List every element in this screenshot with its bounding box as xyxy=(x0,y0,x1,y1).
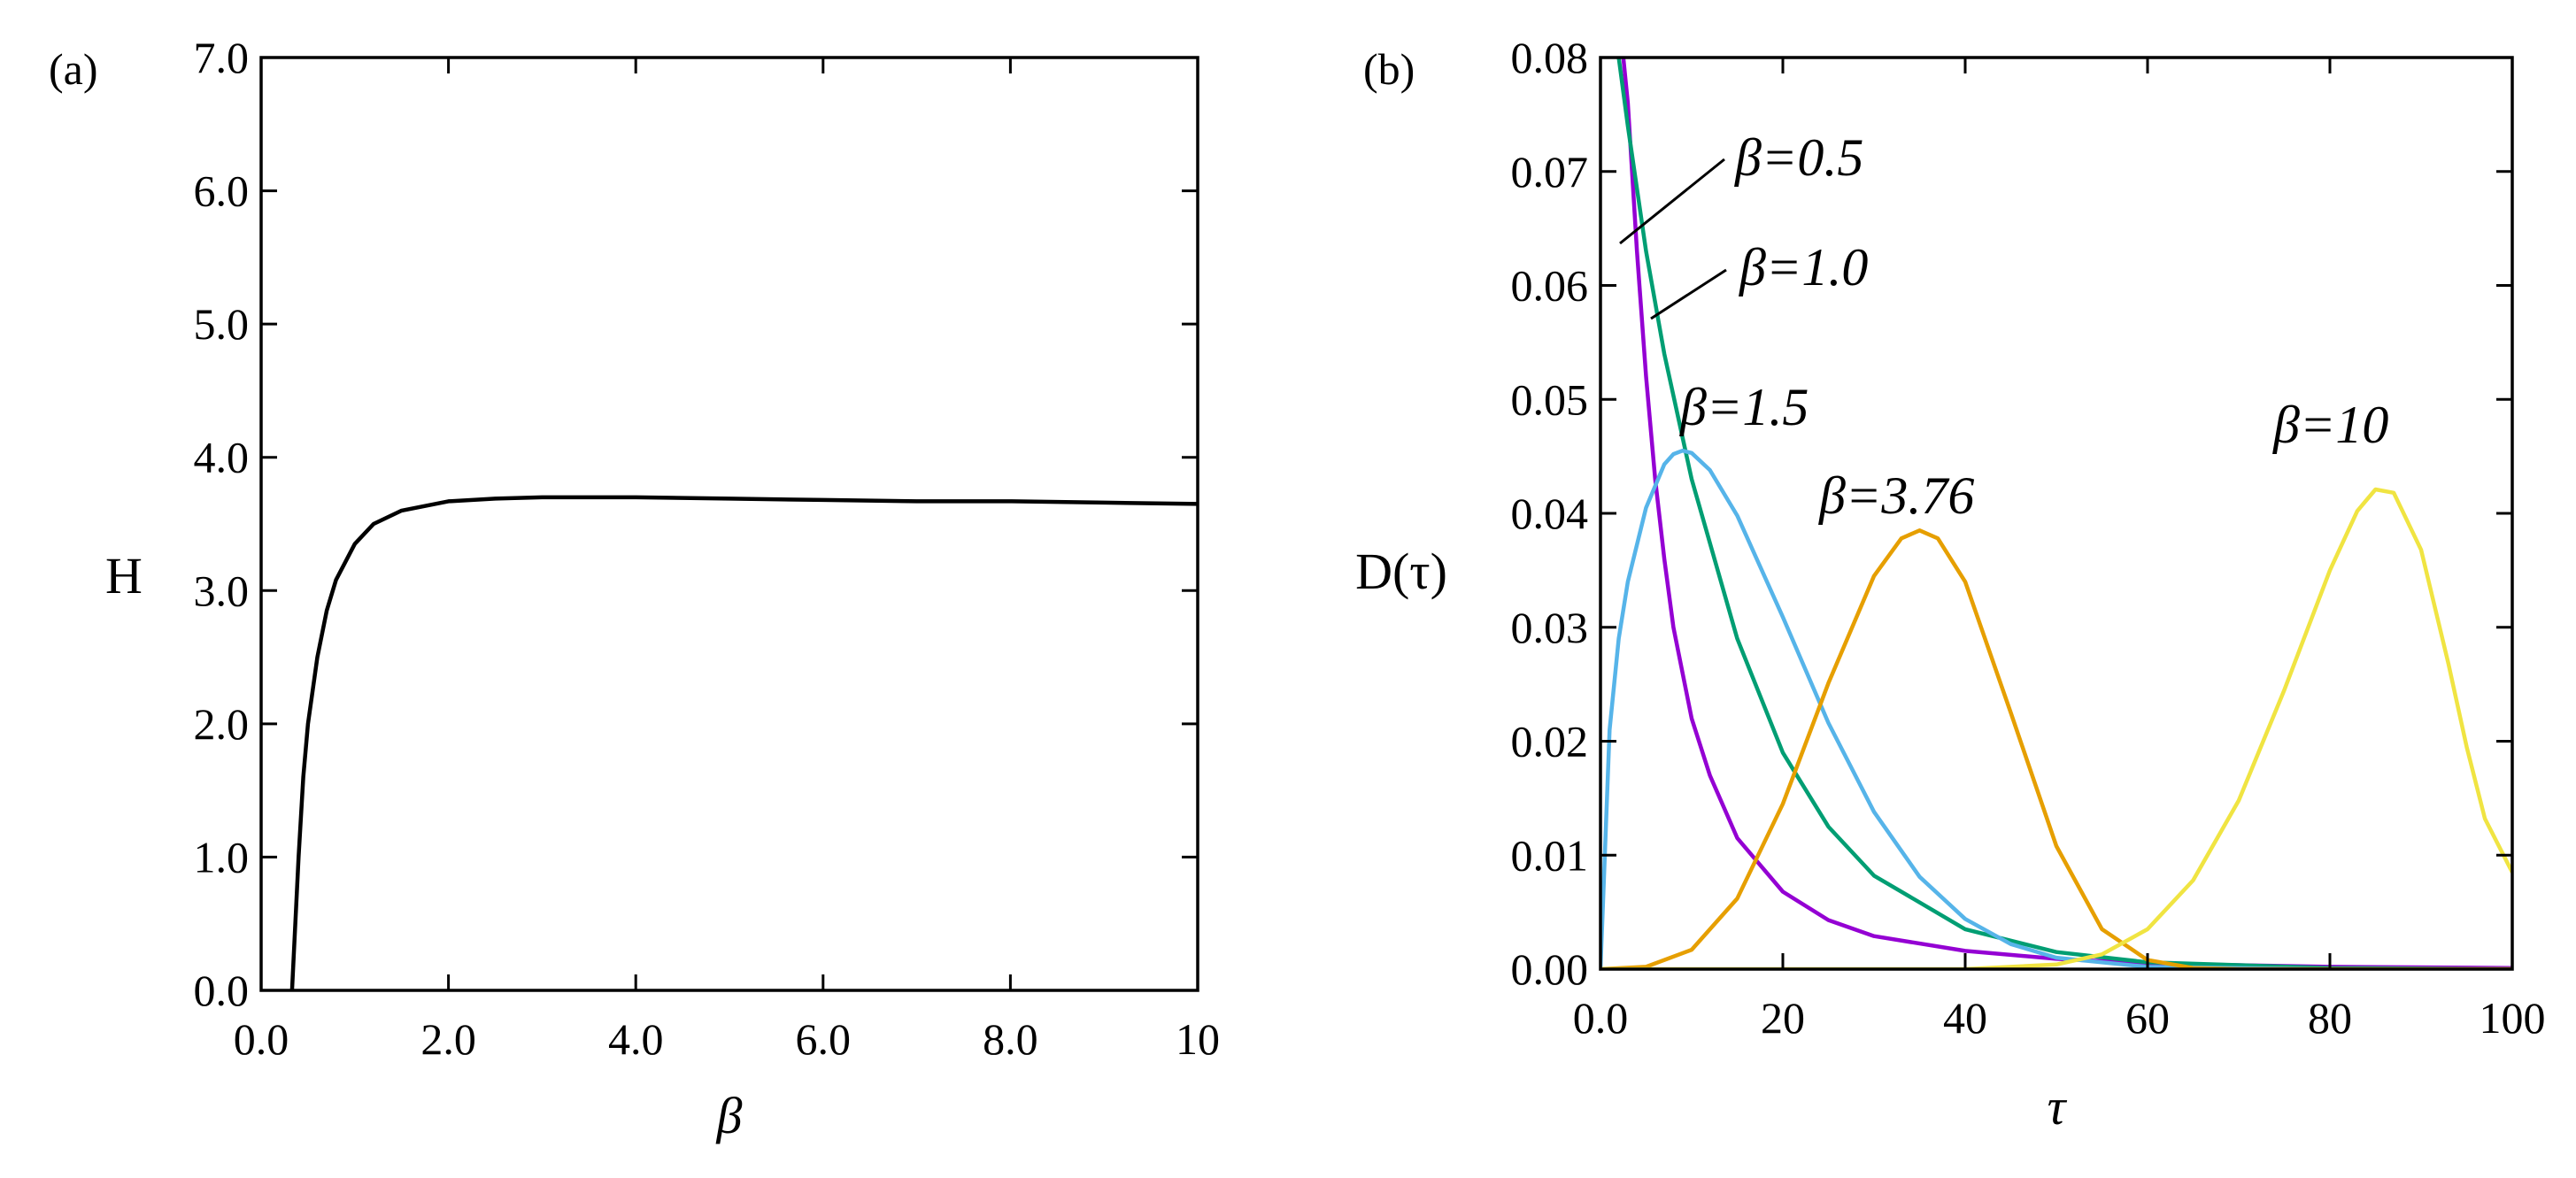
plot-frame xyxy=(259,56,1199,992)
y-tick-label: 0.04 xyxy=(1511,489,1589,538)
series-line-0 xyxy=(289,495,1198,990)
y-tick-label: 5.0 xyxy=(194,299,250,349)
x-axis-title: β xyxy=(716,1087,743,1144)
y-tick-label: 6.0 xyxy=(194,166,250,216)
y-axis-title: D(τ) xyxy=(1355,543,1447,600)
annotation-leader-line xyxy=(1619,158,1725,245)
series-line-1 xyxy=(1616,58,2512,969)
x-tick-label: 4.0 xyxy=(608,1014,664,1064)
series-annotation: β=1.5 xyxy=(1679,378,1809,436)
panel-b: 0.0 20 40 60 80 100 0.00 0.01 0.02 0.03 0.04 0.05 0.… xyxy=(1355,33,2545,1136)
y-tick-label: 0.05 xyxy=(1511,374,1589,424)
y-tick-label: 3.0 xyxy=(194,566,250,615)
panel-a: 0.0 2.0 4.0 6.0 8.0 10 0.0 1.0 2.0 3.0 4.0 5.0 6.0 7.… xyxy=(49,33,1220,1144)
panel-label: (b) xyxy=(1363,44,1415,94)
series-line-2 xyxy=(1600,448,2512,969)
x-tick-label: 20 xyxy=(1761,993,1805,1043)
series-annotation: β=1.0 xyxy=(1739,238,1868,296)
y-tick-label: 0.06 xyxy=(1511,261,1589,311)
x-tick-label: 0.0 xyxy=(234,1014,289,1064)
y-tick-label: 0.03 xyxy=(1511,603,1589,652)
series-annotation: β=10 xyxy=(2272,396,2388,454)
y-tick-label: 1.0 xyxy=(194,832,250,882)
x-tick-label: 0.0 xyxy=(1573,993,1629,1043)
y-tick-label: 0.00 xyxy=(1511,944,1589,994)
panel-label: (a) xyxy=(49,44,98,94)
annotation-leader-line xyxy=(1650,268,1727,320)
x-tick-label: 8.0 xyxy=(983,1014,1038,1064)
y-tick-label: 0.01 xyxy=(1511,830,1589,880)
series-line-4 xyxy=(1600,487,2512,969)
x-tick-label: 100 xyxy=(2480,993,2546,1043)
y-tick-label: 0.0 xyxy=(194,966,250,1015)
x-axis-title: τ xyxy=(2048,1078,2068,1136)
y-tick-label: 4.0 xyxy=(194,433,250,482)
y-axis-title: H xyxy=(105,547,143,604)
x-tick-label: 10 xyxy=(1176,1014,1220,1064)
x-tick-label: 6.0 xyxy=(796,1014,852,1064)
y-tick-label: 0.02 xyxy=(1511,717,1589,766)
series-annotation: β=0.5 xyxy=(1734,128,1863,187)
x-tick-label: 2.0 xyxy=(420,1014,476,1064)
y-tick-label: 0.07 xyxy=(1511,147,1589,196)
y-tick-label: 0.08 xyxy=(1511,33,1589,82)
y-tick-label: 7.0 xyxy=(194,33,250,82)
x-tick-label: 80 xyxy=(2308,993,2352,1043)
x-tick-label: 40 xyxy=(1943,993,1987,1043)
series-annotation: β=3.76 xyxy=(1818,466,1974,525)
y-tick-label: 2.0 xyxy=(194,699,250,749)
series-line-0 xyxy=(1621,58,2512,969)
series-line-3 xyxy=(1600,528,2512,969)
x-tick-label: 60 xyxy=(2125,993,2170,1043)
